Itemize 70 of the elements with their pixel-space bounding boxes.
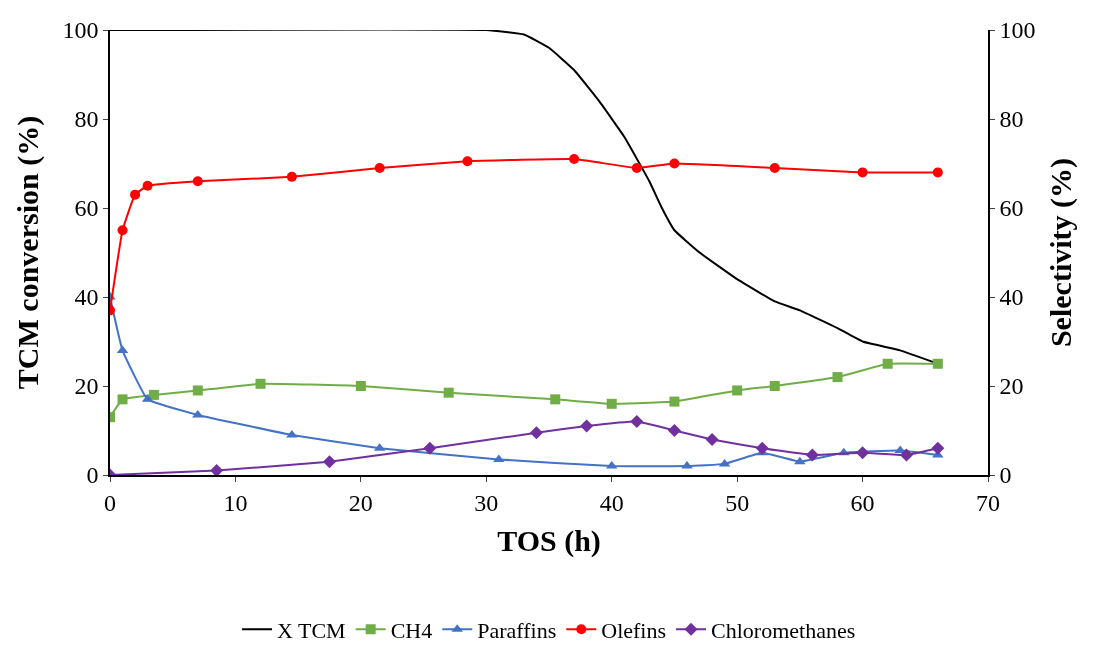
y-tick-label: 0	[86, 462, 99, 489]
point	[443, 387, 454, 398]
y2-tick-label: 80	[999, 106, 1024, 133]
point	[529, 426, 543, 440]
legend-label: Paraffins	[477, 617, 557, 643]
point	[631, 162, 642, 173]
point	[669, 158, 680, 169]
legend-label: CH4	[390, 617, 433, 643]
point	[669, 396, 680, 407]
point	[142, 180, 153, 191]
point	[769, 162, 780, 173]
point	[606, 398, 617, 409]
point	[423, 441, 437, 455]
y2-tick-label: 40	[999, 284, 1024, 311]
x-axis-title: TOS (h)	[497, 523, 601, 558]
point	[210, 464, 224, 475]
y-tick-label: 80	[74, 106, 99, 133]
y2-axis-title: Selectivity (%)	[1043, 157, 1078, 348]
y-tick-label: 100	[62, 17, 99, 44]
point	[192, 176, 203, 187]
point	[899, 448, 913, 462]
point	[192, 385, 203, 396]
point	[769, 381, 780, 391]
x-tick-label: 70	[976, 489, 1000, 516]
x-tick-label: 40	[599, 489, 624, 516]
point	[856, 446, 870, 460]
point	[286, 171, 297, 182]
point	[882, 358, 893, 369]
point	[857, 167, 868, 178]
point	[667, 424, 681, 437]
x-tick-label: 0	[104, 489, 116, 516]
point	[117, 225, 128, 236]
point	[580, 419, 594, 433]
point	[550, 394, 561, 405]
x-tick-label: 30	[474, 489, 499, 516]
point	[630, 415, 644, 429]
point	[931, 441, 945, 455]
y-tick-label: 20	[74, 373, 99, 400]
point	[130, 189, 141, 200]
point	[255, 378, 266, 389]
y2-tick-label: 60	[999, 195, 1024, 222]
y2-tick-label: 100	[999, 17, 1036, 44]
point	[832, 372, 843, 383]
y2-tick-label: 20	[999, 373, 1024, 400]
legend-label: Chloromethanes	[711, 617, 856, 643]
point	[732, 385, 743, 396]
point	[932, 167, 943, 178]
y-axis-title: TCM conversion (%)	[10, 115, 45, 390]
point	[148, 389, 159, 400]
x-tick-label: 50	[725, 489, 750, 516]
point	[569, 154, 580, 165]
point	[355, 381, 366, 391]
point	[932, 358, 943, 369]
legend-label: Olefins	[601, 617, 667, 643]
legend-label: X TCM	[277, 617, 346, 643]
point	[374, 162, 385, 173]
point	[192, 409, 204, 418]
y-tick-label: 60	[74, 195, 99, 222]
point	[705, 432, 719, 446]
x-tick-label: 20	[348, 489, 373, 516]
y-tick-label: 40	[74, 284, 99, 311]
point	[794, 456, 806, 465]
point	[323, 455, 336, 469]
point	[755, 441, 769, 455]
point	[462, 156, 473, 167]
point	[805, 448, 819, 462]
x-tick-label: 10	[223, 489, 248, 516]
x-tick-label: 60	[850, 489, 875, 516]
point	[117, 394, 128, 405]
y2-tick-label: 0	[999, 462, 1012, 489]
